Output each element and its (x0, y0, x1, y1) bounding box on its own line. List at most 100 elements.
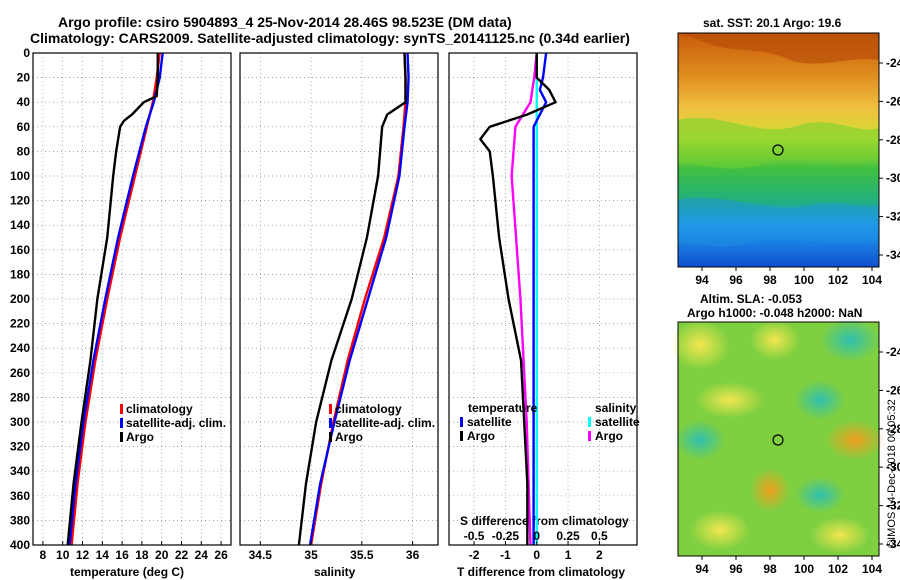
series-line-climatology (70, 52, 161, 546)
y-tick-label: 20 (17, 71, 31, 85)
map-x-tick-label: 104 (862, 273, 882, 287)
x-tick-label: 1 (565, 548, 572, 562)
map-y-tick-label: -28 (886, 422, 900, 436)
difference-axis-title: T difference from climatology (457, 565, 626, 579)
argo-location-marker-sla (772, 434, 784, 446)
map-y-tick-label: -32 (886, 499, 900, 513)
legend-title-temperature: temperature (468, 401, 538, 415)
legend-label: Argo (335, 430, 363, 444)
chart-title-line2: Climatology: CARS2009. Satellite-adjuste… (30, 30, 630, 46)
x-tick-label: 26 (214, 548, 228, 562)
x-tick-label: 36 (406, 548, 420, 562)
map-y-tick-label: -26 (886, 94, 900, 108)
x-tick-label-secondary: -0.5 (464, 529, 485, 543)
legend-swatch (329, 432, 332, 442)
legend-label: satellite-adj. clim. (335, 416, 435, 430)
sla-map-title: Altim. SLA: -0.053 (700, 292, 803, 306)
map-x-tick-label: 102 (828, 273, 848, 287)
map-x-tick-label: 98 (763, 562, 777, 576)
map-y-tick-label: -30 (886, 460, 900, 474)
x-tick-label: 2 (596, 548, 603, 562)
sla-map (670, 318, 885, 557)
x-tick-label: 14 (96, 548, 110, 562)
map-y-tick-label: -30 (886, 171, 900, 185)
map-x-tick-label: 94 (695, 562, 709, 576)
plot-frame (32, 52, 232, 546)
y-tick-label: 360 (10, 489, 30, 503)
argo-location-marker (772, 144, 784, 156)
map-x-tick-label: 104 (862, 562, 882, 576)
x-tick-label: 10 (56, 548, 70, 562)
y-tick-label: 200 (10, 292, 30, 306)
map-x-tick-label: 100 (794, 562, 814, 576)
y-tick-label: 340 (10, 464, 30, 478)
x-tick-label: 16 (115, 548, 129, 562)
legend-label: satellite (467, 415, 512, 429)
s-difference-axis-title: S difference from climatology (460, 514, 629, 528)
y-tick-label: 100 (10, 169, 30, 183)
y-tick-label: 300 (10, 415, 30, 429)
legend-title-salinity: salinity (595, 401, 637, 415)
temperature-axis-title: temperature (deg C) (70, 565, 185, 579)
map-x-tick-label: 96 (729, 273, 743, 287)
y-tick-label: 380 (10, 513, 30, 527)
legend-label: climatology (126, 402, 193, 416)
x-tick-label: 0 (533, 548, 540, 562)
y-tick-label: 400 (10, 538, 30, 552)
sst-map-title: sat. SST: 20.1 Argo: 19.6 (703, 16, 842, 30)
legend-label: Argo (595, 429, 623, 443)
x-tick-label: 35 (304, 548, 318, 562)
y-tick-label: 260 (10, 366, 30, 380)
legend-label: satellite-adj. clim. (126, 416, 226, 430)
legend-swatch (120, 432, 123, 442)
series-line-temperature-satellite (532, 52, 548, 545)
y-tick-label: 160 (10, 243, 30, 257)
chart-title-line1: Argo profile: csiro 5904893_4 25-Nov-201… (58, 14, 512, 30)
map-x-tick-label: 100 (794, 273, 814, 287)
x-tick-label: -2 (469, 548, 480, 562)
plot-frame (448, 52, 638, 546)
map-y-tick-label: -34 (886, 248, 900, 262)
y-tick-label: 40 (17, 95, 31, 109)
legend-swatch (329, 404, 332, 414)
series-line-satellite-adj-clim- (308, 52, 410, 546)
legend-swatch (460, 417, 463, 427)
plot-frame (239, 52, 439, 546)
legend-swatch (329, 418, 332, 428)
legend-swatch (120, 418, 123, 428)
legend-swatch (588, 431, 591, 441)
salinity-axis-title: salinity (314, 565, 356, 579)
y-tick-label: 60 (17, 120, 31, 134)
legend-label: Argo (126, 430, 154, 444)
map-x-tick-label: 102 (828, 562, 848, 576)
map-y-tick-label: -24 (886, 345, 900, 359)
x-tick-label: -1 (500, 548, 511, 562)
x-tick-label-secondary: 0.25 (556, 529, 580, 543)
map-y-tick-label: -28 (886, 133, 900, 147)
map-y-tick-label: -26 (886, 383, 900, 397)
y-tick-label: 80 (17, 144, 31, 158)
x-tick-label: 24 (195, 548, 209, 562)
x-tick-label: 34.5 (249, 548, 273, 562)
series-line-salinity-argo (510, 52, 538, 546)
x-tick-label: 18 (135, 548, 149, 562)
legend-swatch (588, 417, 591, 427)
y-tick-label: 320 (10, 440, 30, 454)
map-y-tick-label: -34 (886, 537, 900, 551)
map-y-tick-label: -24 (886, 56, 900, 70)
legend-label: Argo (467, 429, 495, 443)
y-tick-label: 180 (10, 267, 30, 281)
map-y-tick-label: -32 (886, 210, 900, 224)
x-tick-label-secondary: -0.25 (492, 529, 520, 543)
x-tick-label-secondary: 0.5 (591, 529, 608, 543)
legend-swatch (460, 431, 463, 441)
legend-label: climatology (335, 402, 402, 416)
y-tick-label: 280 (10, 390, 30, 404)
x-tick-label: 35.5 (350, 548, 374, 562)
x-tick-label: 12 (76, 548, 90, 562)
series-line-temperature-argo (479, 53, 557, 545)
x-tick-label: 20 (155, 548, 169, 562)
x-tick-label: 8 (40, 548, 47, 562)
series-line-climatology (309, 52, 407, 546)
